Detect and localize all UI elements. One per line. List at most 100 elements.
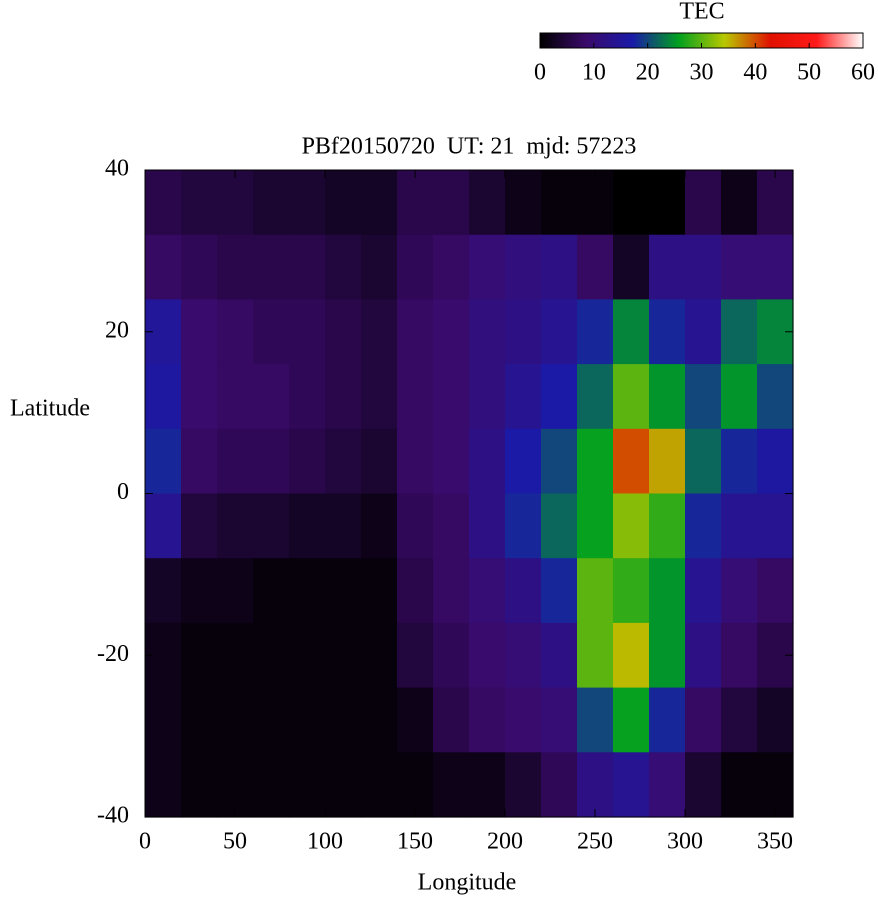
heat-cell (289, 558, 326, 624)
heat-cell (541, 299, 578, 365)
heat-cell (361, 170, 398, 236)
heat-cell (541, 428, 578, 495)
heat-cell (469, 170, 506, 236)
heat-cell (361, 428, 398, 495)
heat-cell (577, 364, 614, 430)
colorbar: 0 10 20 30 40 50 60 (534, 32, 875, 86)
colorbar-tick-label: 20 (636, 60, 660, 86)
x-tick-label: 50 (223, 829, 247, 855)
heat-cell (757, 752, 794, 818)
heat-cell (505, 622, 542, 689)
heat-cell (685, 558, 722, 624)
heat-cell (433, 170, 470, 236)
heat-cell (181, 493, 218, 559)
heat-cell (433, 558, 470, 624)
heat-cell (361, 299, 398, 365)
heat-cell (145, 558, 182, 624)
heat-cell (469, 752, 506, 818)
heat-cell (721, 170, 758, 236)
heat-cell (145, 752, 182, 818)
heat-cell (721, 299, 758, 365)
heat-cell (649, 752, 686, 818)
y-tick-label: 20 (105, 317, 129, 343)
heat-cell (253, 428, 290, 495)
heat-cell (217, 622, 254, 689)
x-tick-label: 350 (757, 829, 793, 855)
heat-cell (577, 687, 614, 753)
heat-cell (685, 170, 722, 236)
heat-cell (469, 428, 506, 495)
heat-cell (757, 170, 794, 236)
heat-cell (577, 493, 614, 559)
heat-cell (505, 558, 542, 624)
heat-cell (289, 493, 326, 559)
heat-cell (397, 170, 434, 236)
heat-cell (325, 234, 362, 300)
heat-cell (361, 622, 398, 689)
heat-cell (289, 622, 326, 689)
heat-cell (577, 170, 614, 236)
heat-cell (217, 299, 254, 365)
x-tick-label: 100 (307, 829, 343, 855)
heat-cell (721, 364, 758, 430)
heat-cell (685, 687, 722, 753)
heat-cell (505, 428, 542, 495)
colorbar-tick-label: 0 (534, 60, 546, 86)
heat-cell (361, 493, 398, 559)
heat-cell (397, 299, 434, 365)
heat-cell (721, 752, 758, 818)
heat-cell (397, 493, 434, 559)
heat-cell (289, 234, 326, 300)
heat-cell (217, 493, 254, 559)
heat-cell (541, 687, 578, 753)
heat-cell (433, 493, 470, 559)
heat-cell (361, 364, 398, 430)
heat-cell (433, 234, 470, 300)
heat-cell (145, 428, 182, 495)
heat-cell (757, 558, 794, 624)
heat-cell (433, 752, 470, 818)
heat-cell (289, 428, 326, 495)
colorbar-tick-label: 10 (582, 60, 606, 86)
heat-cell (505, 234, 542, 300)
heat-cell (577, 558, 614, 624)
heat-cell (721, 558, 758, 624)
heat-cell (613, 364, 650, 430)
y-axis-label: Latitude (10, 396, 90, 422)
heat-cell (649, 493, 686, 559)
heat-cell (433, 687, 470, 753)
heat-cell (613, 687, 650, 753)
heat-cell (217, 752, 254, 818)
heat-cell (649, 170, 686, 236)
heat-cell (577, 234, 614, 300)
heat-cell (577, 428, 614, 495)
heat-cell (757, 234, 794, 300)
heat-cell (253, 493, 290, 559)
heat-cell (505, 687, 542, 753)
heat-cell (757, 364, 794, 430)
heat-cell (541, 364, 578, 430)
heat-cell (433, 299, 470, 365)
heat-cell (289, 299, 326, 365)
heat-cell (433, 428, 470, 495)
x-axis-label: Longitude (418, 870, 517, 896)
heat-cell (613, 428, 650, 495)
x-tick-label: 150 (397, 829, 433, 855)
heat-cell (649, 364, 686, 430)
heat-cell (469, 364, 506, 430)
heat-cell (685, 622, 722, 689)
heat-cell (253, 752, 290, 818)
colorbar-tick-label: 50 (797, 60, 821, 86)
colorbar-tick-label: 60 (851, 60, 875, 86)
heat-cell (325, 752, 362, 818)
heat-cell (361, 687, 398, 753)
heat-cell (649, 299, 686, 365)
heatmap (145, 170, 794, 818)
heat-cell (721, 687, 758, 753)
heat-cell (469, 622, 506, 689)
heat-cell (577, 299, 614, 365)
x-tick-label: 0 (139, 829, 151, 855)
heat-cell (145, 170, 182, 236)
heat-cell (613, 493, 650, 559)
x-tick-label: 200 (487, 829, 523, 855)
